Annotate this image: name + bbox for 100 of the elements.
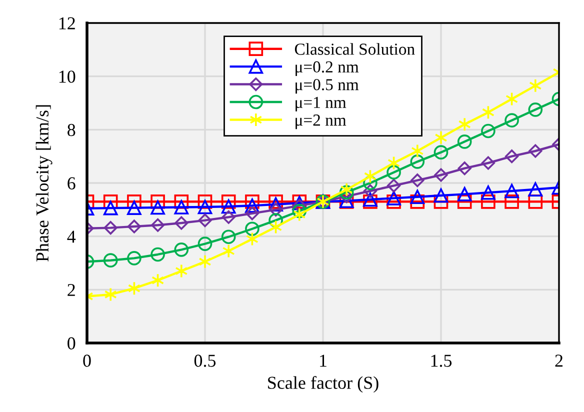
legend-label: μ=2 nm bbox=[296, 114, 346, 130]
point bbox=[174, 194, 189, 209]
y-tick-label: 6 bbox=[68, 177, 76, 190]
point bbox=[150, 200, 165, 215]
point bbox=[504, 184, 519, 198]
point bbox=[411, 144, 424, 158]
point bbox=[457, 134, 472, 149]
point bbox=[174, 200, 189, 214]
point bbox=[481, 156, 495, 170]
point bbox=[504, 194, 519, 209]
point bbox=[481, 185, 496, 200]
point bbox=[127, 251, 142, 266]
point bbox=[245, 194, 260, 209]
point bbox=[127, 220, 141, 234]
point bbox=[198, 200, 212, 214]
point bbox=[505, 92, 518, 106]
point bbox=[387, 156, 400, 170]
point bbox=[293, 207, 306, 222]
point bbox=[481, 124, 496, 138]
point bbox=[363, 194, 378, 209]
point bbox=[174, 216, 188, 230]
point bbox=[150, 247, 165, 262]
point bbox=[268, 197, 283, 212]
point bbox=[292, 204, 307, 218]
x-tick-label: 2 bbox=[555, 354, 563, 367]
point bbox=[528, 144, 542, 158]
y-tick-label: 0 bbox=[68, 337, 76, 350]
point bbox=[198, 194, 212, 209]
point bbox=[151, 273, 164, 288]
point bbox=[103, 200, 118, 216]
point bbox=[151, 218, 165, 232]
point bbox=[457, 194, 472, 209]
point bbox=[269, 220, 282, 234]
point bbox=[340, 182, 353, 197]
point bbox=[174, 242, 189, 257]
y-tick-label: 10 bbox=[59, 70, 76, 83]
y-tick-label: 8 bbox=[68, 124, 76, 136]
point bbox=[363, 184, 377, 198]
x-axis-title: Scale factor (S) bbox=[268, 376, 378, 393]
point bbox=[221, 194, 236, 209]
point bbox=[434, 168, 448, 182]
x-tick-label: 1 bbox=[320, 354, 326, 367]
point bbox=[268, 213, 283, 228]
point bbox=[128, 281, 141, 296]
legend-label: μ=0.5 nm bbox=[296, 79, 359, 94]
point bbox=[127, 200, 142, 215]
x-tick-label: 0.5 bbox=[194, 354, 216, 367]
point bbox=[364, 169, 377, 184]
point bbox=[245, 198, 260, 213]
point bbox=[221, 230, 236, 244]
point bbox=[458, 117, 471, 132]
point bbox=[434, 130, 448, 145]
point bbox=[269, 202, 283, 216]
point bbox=[221, 199, 236, 214]
y-axis-title: Phase Velocity [km/s] bbox=[36, 105, 52, 262]
point bbox=[434, 145, 448, 160]
point bbox=[410, 174, 424, 188]
point bbox=[410, 154, 425, 169]
point bbox=[410, 194, 425, 209]
point bbox=[198, 236, 212, 251]
point bbox=[175, 264, 188, 278]
y-tick-label: 12 bbox=[59, 17, 75, 30]
point bbox=[482, 105, 495, 120]
point bbox=[504, 113, 519, 128]
point bbox=[386, 191, 401, 206]
point bbox=[339, 185, 354, 200]
x-tick-label: 0 bbox=[83, 354, 91, 367]
point bbox=[103, 253, 118, 268]
point bbox=[434, 188, 448, 203]
point bbox=[245, 206, 259, 220]
point bbox=[363, 176, 378, 190]
point bbox=[268, 194, 283, 209]
point bbox=[528, 102, 543, 117]
point bbox=[246, 232, 259, 246]
y-tick-label: 4 bbox=[67, 230, 76, 243]
point bbox=[505, 150, 519, 164]
point bbox=[104, 287, 117, 302]
point bbox=[363, 192, 378, 207]
point bbox=[528, 182, 543, 197]
point bbox=[222, 210, 236, 224]
legend-label: Classical Solution bbox=[294, 43, 415, 55]
point bbox=[104, 221, 118, 235]
point bbox=[458, 162, 472, 176]
legend-label: μ=1 nm bbox=[296, 96, 346, 112]
point bbox=[245, 222, 260, 236]
point bbox=[198, 214, 212, 228]
point bbox=[292, 198, 306, 212]
point bbox=[387, 178, 401, 192]
legend-label: μ=0.2 nm bbox=[296, 61, 359, 76]
point bbox=[222, 244, 235, 258]
point bbox=[410, 190, 425, 204]
point bbox=[457, 187, 472, 202]
point bbox=[198, 254, 212, 269]
x-tick-label: 1.5 bbox=[431, 354, 452, 367]
y-tick-label: 2 bbox=[68, 284, 75, 296]
point bbox=[150, 194, 165, 209]
point bbox=[386, 194, 401, 209]
point bbox=[386, 165, 401, 180]
point bbox=[481, 194, 496, 209]
point bbox=[529, 78, 542, 93]
